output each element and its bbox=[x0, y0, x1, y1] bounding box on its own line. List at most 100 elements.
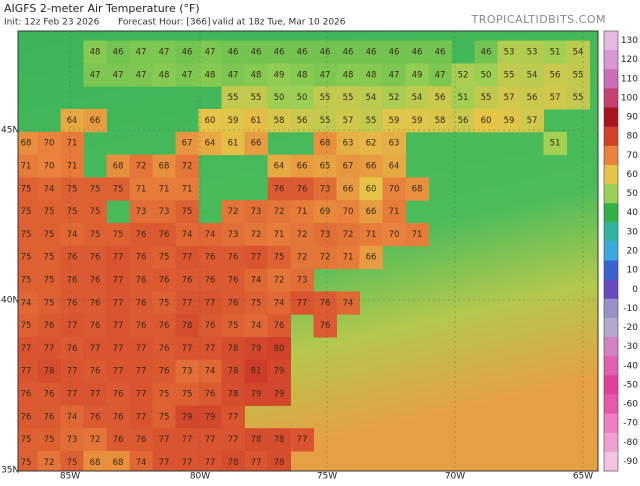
temperature-cell bbox=[152, 40, 176, 64]
temperature-value: 75 bbox=[21, 253, 32, 263]
temperature-cell bbox=[83, 40, 107, 64]
temperature-value: 77 bbox=[113, 253, 124, 263]
temperature-value: 46 bbox=[113, 48, 124, 58]
temperature-value: 46 bbox=[274, 48, 285, 58]
colorbar-label: -20 bbox=[623, 323, 638, 333]
temperature-cell bbox=[129, 63, 153, 87]
temperature-cell bbox=[152, 154, 176, 178]
temperature-value: 67 bbox=[343, 162, 354, 172]
temperature-cell bbox=[83, 337, 107, 361]
temperature-value: 75 bbox=[44, 435, 55, 445]
colorbar-frame bbox=[603, 30, 619, 472]
temperature-cell bbox=[152, 451, 176, 471]
temperature-value: 55 bbox=[504, 70, 515, 80]
colorbar-swatch bbox=[604, 126, 618, 147]
colorbar-swatch bbox=[604, 69, 618, 89]
temperature-value: 77 bbox=[251, 253, 262, 263]
temperature-cell bbox=[18, 359, 38, 384]
temperature-cell bbox=[359, 245, 383, 270]
temperature-value: 47 bbox=[228, 70, 239, 80]
site-name: TROPICALTIDBITS.COM bbox=[471, 13, 606, 26]
temperature-value: 55 bbox=[573, 93, 584, 103]
temperature-cell bbox=[313, 177, 337, 201]
temperature-value: 72 bbox=[182, 162, 193, 172]
temperature-value: 46 bbox=[182, 48, 193, 58]
temperature-cell bbox=[198, 405, 222, 429]
colorbar-swatch bbox=[604, 375, 618, 395]
temperature-cell bbox=[129, 245, 153, 270]
temperature-value: 76 bbox=[21, 390, 32, 400]
temperature-cell bbox=[152, 428, 176, 452]
temperature-value: 75 bbox=[228, 321, 239, 331]
temperature-cell bbox=[267, 359, 291, 384]
temperature-value: 77 bbox=[21, 344, 32, 354]
temperature-cell bbox=[18, 200, 38, 224]
temperature-cell bbox=[267, 314, 291, 338]
temperature-cell bbox=[336, 40, 360, 64]
temperature-value: 66 bbox=[90, 116, 101, 126]
temperature-cell bbox=[221, 40, 245, 64]
temperature-value: 76 bbox=[228, 253, 239, 263]
temperature-value: 56 bbox=[297, 116, 308, 126]
temperature-value: 59 bbox=[389, 116, 400, 126]
temperature-cell bbox=[497, 109, 521, 133]
temperature-value: 63 bbox=[389, 139, 400, 149]
temperature-cell bbox=[175, 223, 199, 247]
temperature-cell bbox=[428, 86, 452, 110]
temperature-value: 55 bbox=[320, 93, 331, 103]
temperature-cell bbox=[175, 291, 199, 315]
temperature-value: 75 bbox=[159, 412, 170, 422]
temperature-value: 77 bbox=[205, 344, 216, 354]
temperature-cell bbox=[83, 359, 107, 384]
temperature-cell bbox=[152, 359, 176, 384]
temperature-value: 75 bbox=[44, 276, 55, 286]
temperature-value: 76 bbox=[228, 298, 239, 308]
temperature-value: 75 bbox=[90, 230, 101, 240]
temperature-value: 77 bbox=[90, 344, 101, 354]
temperature-cell bbox=[221, 291, 245, 315]
temperature-value: 53 bbox=[527, 48, 538, 58]
temperature-cell bbox=[313, 291, 337, 315]
temperature-cell bbox=[290, 86, 314, 110]
temperature-cell bbox=[60, 337, 84, 361]
temperature-cell bbox=[83, 177, 107, 201]
temperature-cell bbox=[129, 223, 153, 247]
temperature-cell bbox=[152, 405, 176, 429]
temperature-value: 68 bbox=[412, 184, 423, 194]
temperature-value: 75 bbox=[21, 435, 32, 445]
temperature-cell bbox=[290, 428, 314, 452]
temperature-value: 77 bbox=[136, 367, 147, 377]
colorbar-swatch bbox=[604, 31, 618, 51]
temperature-cell bbox=[382, 86, 406, 110]
temperature-cell bbox=[83, 200, 107, 224]
temperature-cell bbox=[474, 40, 498, 64]
temperature-value: 79 bbox=[182, 412, 193, 422]
temperature-value: 73 bbox=[67, 435, 78, 445]
temperature-cell bbox=[152, 200, 176, 224]
temperature-value: 48 bbox=[205, 70, 216, 80]
temperature-cell bbox=[60, 382, 84, 406]
temperature-cell bbox=[83, 245, 107, 270]
temperature-cell bbox=[129, 451, 153, 471]
temperature-value: 76 bbox=[90, 276, 101, 286]
temperature-value: 75 bbox=[159, 253, 170, 263]
temperature-cell bbox=[18, 131, 38, 156]
temperature-cell bbox=[152, 314, 176, 338]
temperature-value: 76 bbox=[159, 321, 170, 331]
temperature-cell bbox=[175, 405, 199, 429]
colorbar-label: -90 bbox=[623, 457, 638, 467]
temperature-cell bbox=[18, 177, 38, 201]
temperature-value: 75 bbox=[67, 207, 78, 217]
temperature-cell bbox=[267, 177, 291, 201]
temperature-cell bbox=[106, 382, 130, 406]
temperature-value: 76 bbox=[90, 298, 101, 308]
temperature-cell bbox=[520, 40, 544, 64]
temperature-cell bbox=[497, 86, 521, 110]
temperature-cell bbox=[244, 337, 268, 361]
temperature-value: 77 bbox=[182, 298, 193, 308]
temperature-cell bbox=[129, 428, 153, 452]
temperature-cell bbox=[129, 337, 153, 361]
longitude-label: 65W bbox=[573, 472, 593, 482]
colorbar-swatch bbox=[604, 298, 618, 319]
graticule bbox=[18, 31, 598, 471]
